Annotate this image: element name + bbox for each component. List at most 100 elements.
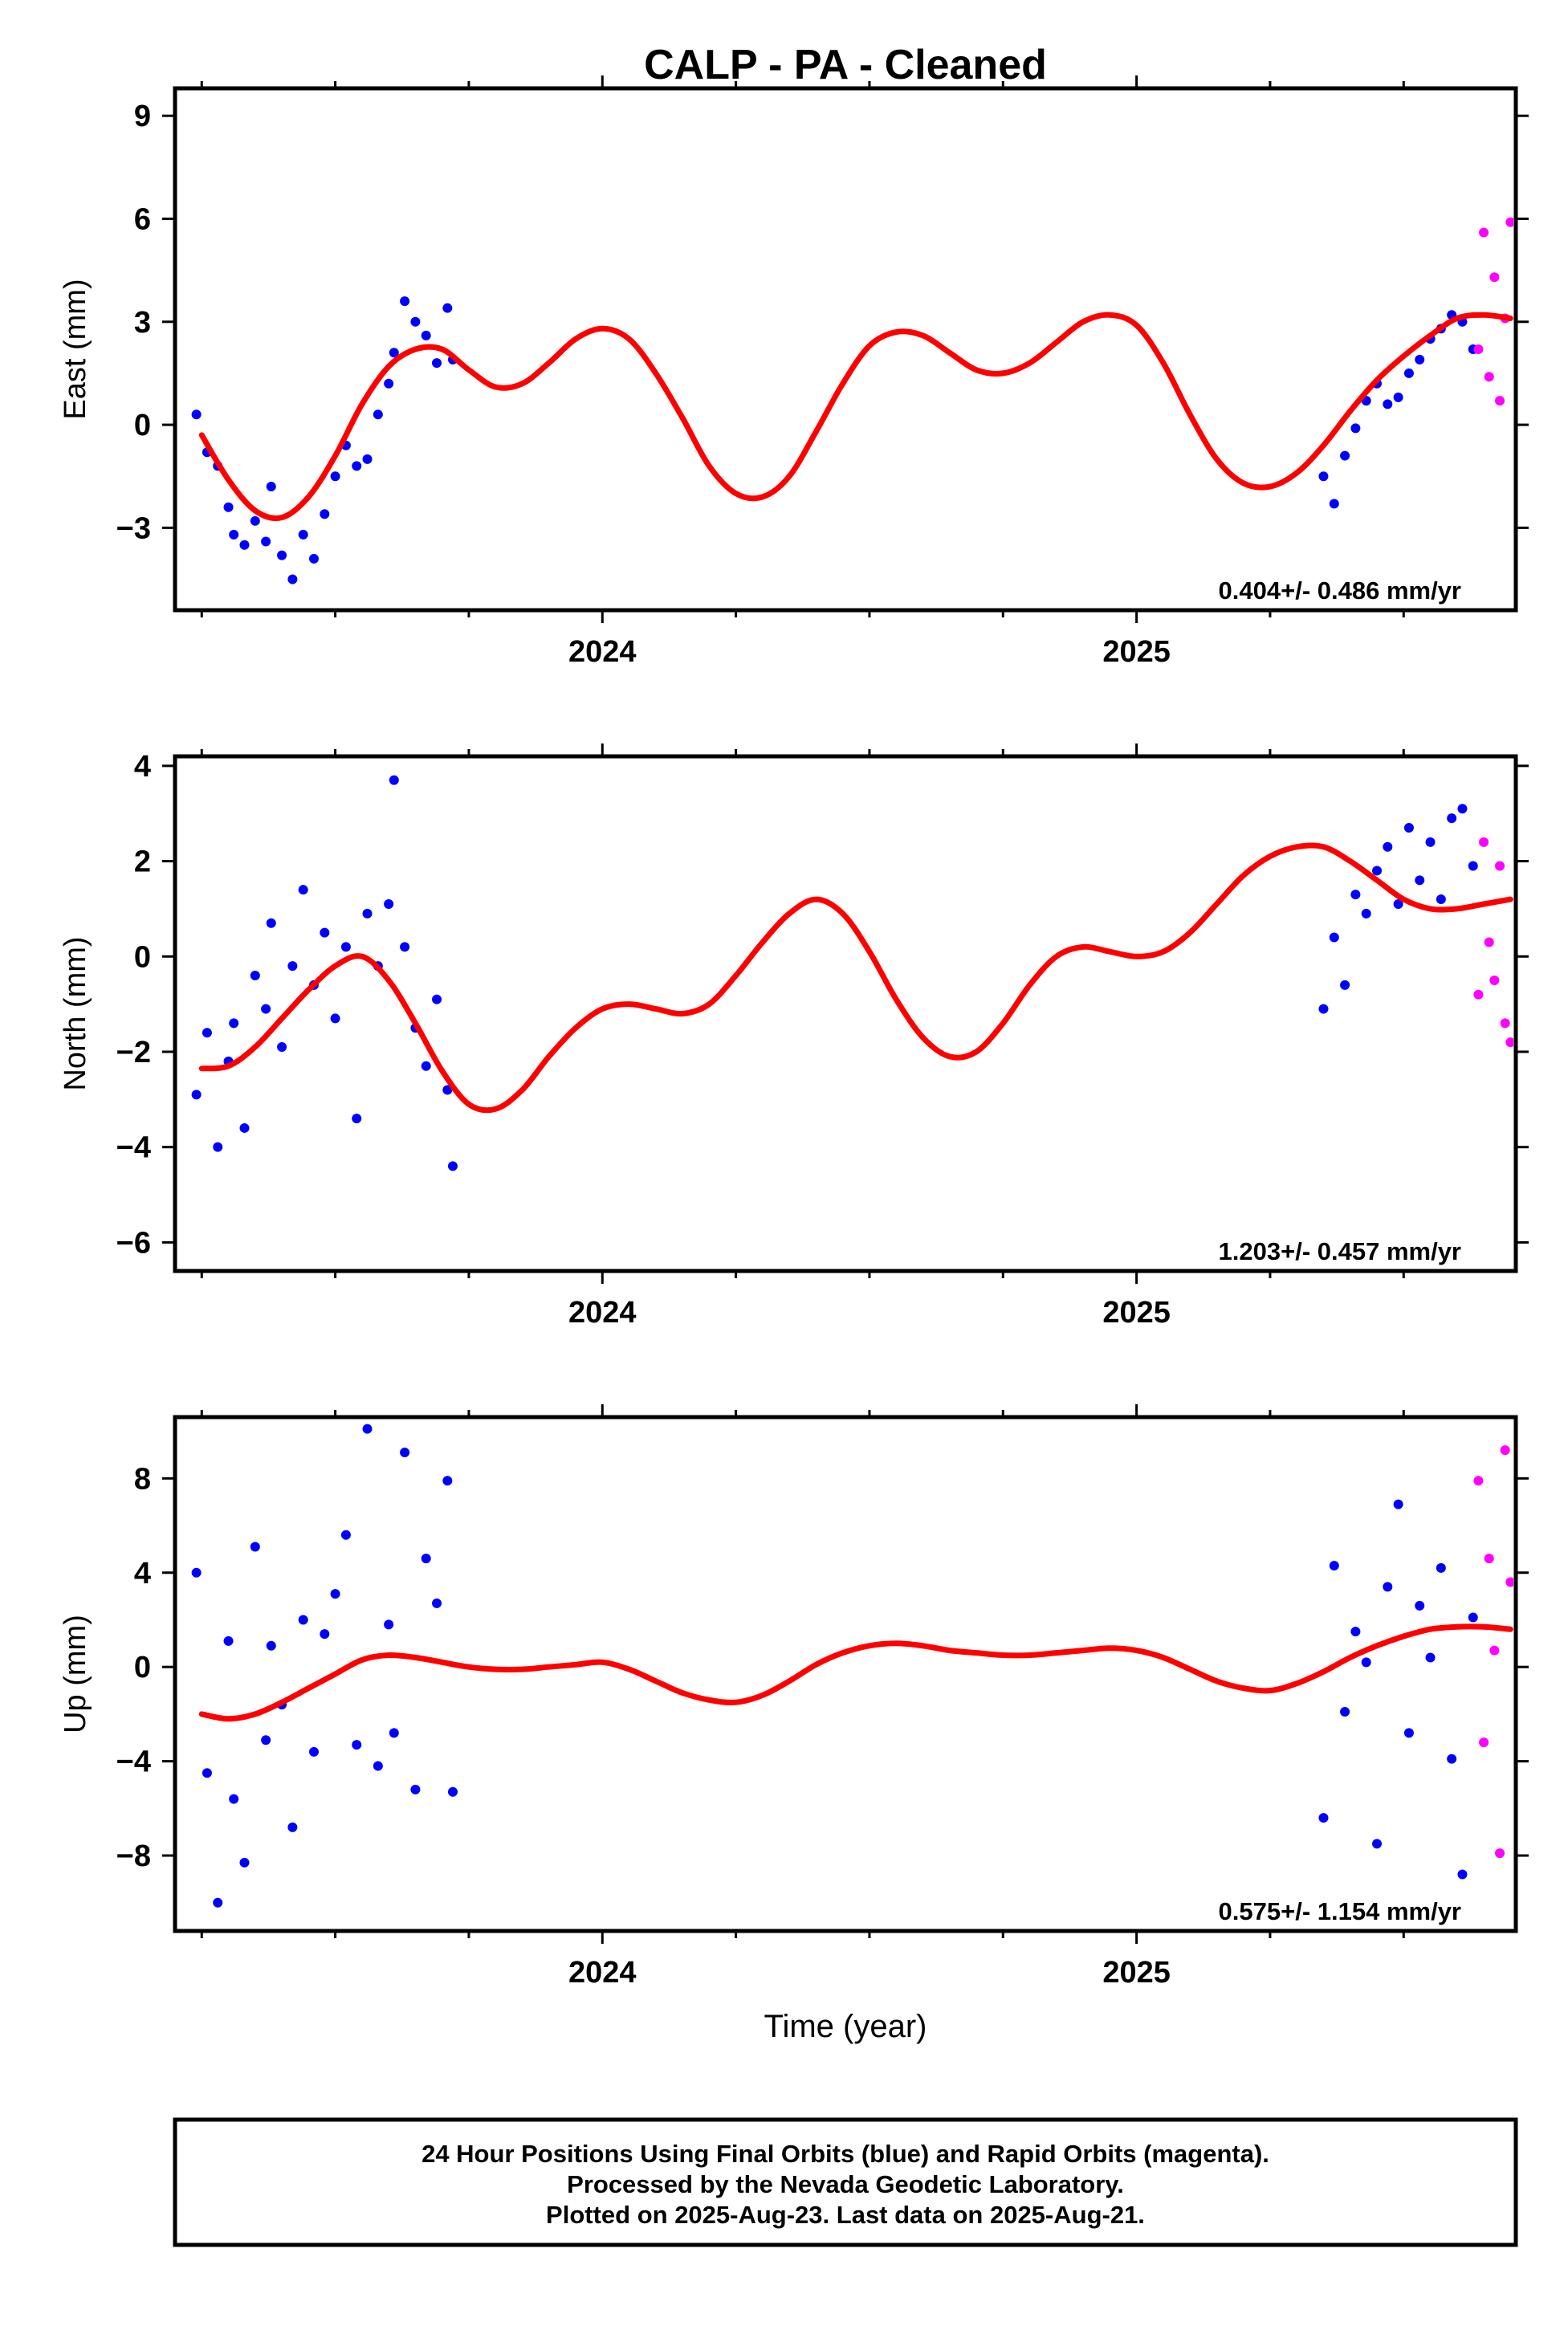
up-final-point — [287, 1822, 298, 1832]
up-rapid-point — [1484, 1554, 1494, 1564]
up-final-point — [1468, 1612, 1478, 1623]
north-final-point — [384, 898, 394, 909]
east-final-point — [410, 316, 421, 327]
up-final-point — [229, 1794, 239, 1804]
up-final-point — [330, 1589, 340, 1599]
north-final-point — [352, 1114, 362, 1124]
east-final-point — [320, 509, 330, 519]
up-final-point — [320, 1629, 330, 1640]
east-ytick-label: 9 — [134, 100, 151, 133]
up-final-point — [1318, 1813, 1329, 1823]
east-frame — [173, 86, 1518, 613]
north-final-point — [389, 775, 399, 785]
east-final-point — [432, 358, 442, 369]
east-final-point — [421, 330, 431, 340]
up-final-point — [191, 1567, 202, 1578]
east-xtick-label: 2025 — [1102, 635, 1171, 669]
footer-line-3: Plotted on 2025-Aug-23. Last data on 202… — [546, 2201, 1145, 2229]
up-rapid-point — [1489, 1645, 1500, 1656]
east-axis-label: East (mm) — [59, 279, 92, 419]
up-data — [191, 1424, 1513, 1908]
north-final-point — [1436, 894, 1446, 905]
up-ytick-label: 0 — [134, 1651, 151, 1684]
north-final-point — [362, 908, 373, 919]
east-final-point — [373, 409, 383, 420]
north-final-point — [229, 1018, 239, 1029]
up-final-point — [1425, 1652, 1436, 1663]
up-final-point — [239, 1857, 250, 1868]
up-final-point — [1372, 1839, 1383, 1849]
up-final-point — [266, 1640, 276, 1651]
east-final-point — [1383, 399, 1393, 409]
north-final-point — [250, 971, 260, 981]
east-final-point — [1329, 499, 1339, 509]
up-ytick-label: −8 — [116, 1839, 151, 1873]
north-final-point — [320, 927, 330, 938]
north-final-point — [261, 1004, 271, 1014]
up-final-point — [1340, 1706, 1350, 1717]
x-axis-title: Time (year) — [764, 2009, 927, 2044]
panels: 9 6 3 0 −3 2024 2025 East (mm) 0.404+/- 0.486 mm… — [59, 75, 1529, 1990]
north-ytick-label: −4 — [116, 1131, 151, 1165]
north-rapid-point — [1489, 975, 1500, 985]
up-final-point — [410, 1784, 421, 1794]
north-ytick-label: 4 — [134, 750, 151, 784]
east-final-point — [362, 454, 373, 464]
north-final-point — [1329, 932, 1339, 943]
east-final-point — [261, 536, 271, 547]
up-rate-label: 0.575+/- 1.154 mm/yr — [1219, 1897, 1461, 1925]
north-final-point — [298, 885, 308, 895]
east-rapid-point — [1505, 217, 1513, 227]
north-final-point — [266, 918, 276, 928]
north-final-point — [1457, 804, 1468, 814]
up-final-point — [1403, 1728, 1414, 1738]
up-final-point — [389, 1728, 399, 1738]
north-final-point — [432, 994, 442, 1004]
up-final-point — [421, 1554, 431, 1564]
east-rapid-point — [1473, 344, 1484, 354]
east-final-point — [298, 529, 308, 540]
east-ytick-label: 3 — [134, 306, 151, 340]
up-rapid-point — [1500, 1445, 1510, 1456]
up-rapid-point — [1473, 1476, 1484, 1486]
east-xtick-label: 2024 — [568, 635, 637, 669]
up-model-curve — [198, 1623, 1513, 1722]
up-final-point — [1415, 1600, 1425, 1611]
figure-title: CALP - PA - Cleaned — [644, 42, 1047, 88]
north-ytick-label: −6 — [116, 1226, 151, 1260]
up-final-point — [340, 1530, 351, 1540]
north-rapid-point — [1484, 937, 1494, 947]
north-final-point — [1447, 813, 1457, 824]
east-final-point — [250, 515, 260, 526]
up-final-point — [250, 1542, 260, 1552]
up-final-point — [261, 1735, 271, 1745]
north-final-point — [1393, 898, 1403, 909]
north-ytick-label: 0 — [134, 940, 151, 974]
up-final-point — [1350, 1627, 1361, 1637]
up-final-point — [1457, 1869, 1468, 1880]
north-final-point — [1372, 866, 1383, 876]
north-final-point — [287, 961, 298, 972]
up-final-point — [308, 1746, 319, 1757]
north-rapid-point — [1479, 837, 1489, 847]
north-final-point — [1425, 837, 1436, 847]
up-rapid-point — [1479, 1737, 1489, 1748]
up-rapid-point — [1505, 1577, 1513, 1587]
east-final-point — [1403, 368, 1414, 378]
north-rapid-point — [1500, 1018, 1510, 1029]
north-final-point — [400, 942, 410, 952]
east-final-point — [442, 303, 453, 313]
north-axis-label: North (mm) — [59, 936, 92, 1090]
up-final-point — [442, 1476, 453, 1486]
up-xtick-label: 2024 — [568, 1956, 637, 1990]
up-final-point — [223, 1635, 234, 1646]
east-rapid-point — [1479, 227, 1489, 238]
north-final-point — [213, 1142, 223, 1152]
north-rapid-point — [1505, 1037, 1513, 1048]
east-model-curve — [198, 312, 1513, 521]
east-ytick-label: 0 — [134, 409, 151, 442]
up-final-point — [362, 1424, 373, 1434]
north-final-point — [1340, 980, 1350, 990]
east-final-point — [223, 502, 234, 512]
footer-border — [173, 2117, 1518, 2247]
